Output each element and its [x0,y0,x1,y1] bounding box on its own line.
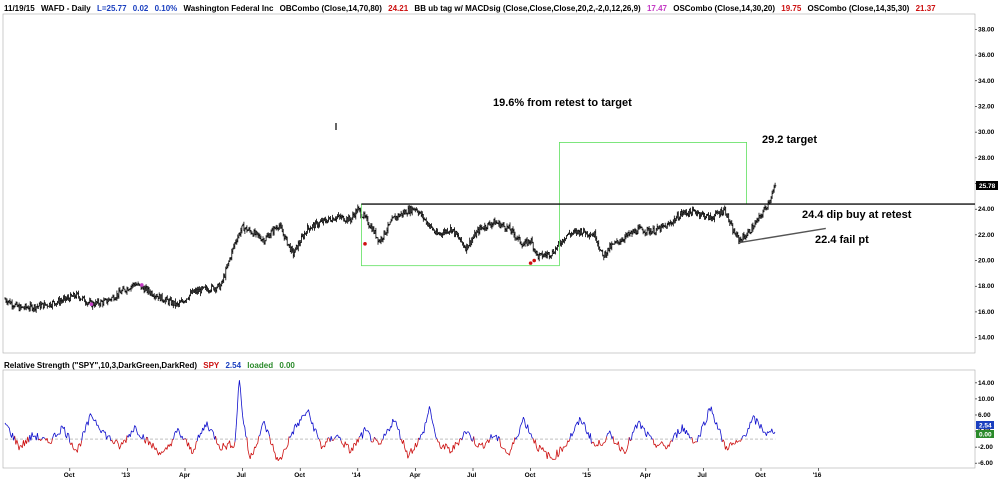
price-y-tick: 16.00 [978,309,995,316]
x-tick-label: '15 [582,472,591,479]
price-bars [4,182,777,313]
rs-line-positive [4,380,776,444]
header-change: 0.02 [132,4,149,13]
price-marker-2 [363,242,367,246]
price-marker-0 [89,302,94,307]
header-symbol: WAFD - Daily [40,4,91,13]
price-y-tick: 30.00 [978,129,995,136]
target-box [559,142,748,205]
x-tick-label: Oct [64,472,76,479]
price-y-tick: 18.00 [978,283,995,290]
fail-annotation: 22.4 fail pt [815,234,869,246]
header-last: L=25.77 [96,4,127,13]
header-ind4-name: OSCombo (Close,14,35,30) [807,4,910,13]
x-tick-label: Jul [467,472,477,479]
price-y-tick: 24.00 [978,206,995,213]
pct-annotation: 19.6% from retest to target [493,97,632,109]
price-y-tick: 32.00 [978,103,995,110]
dip-annotation: 24.4 dip buy at retest [802,209,912,221]
rs-y-tick: -6.00 [978,460,993,467]
price-marker-4 [532,258,536,263]
x-tick-label: Oct [294,472,306,479]
x-tick-label: Jul [237,472,247,479]
indicator-name: Relative Strength ("SPY",10,3,DarkGreen,… [4,361,197,370]
rs-badge-blue [976,421,994,429]
target-annotation: 29.2 target [762,134,817,146]
x-tick-label: Oct [525,472,537,479]
x-tick-label: '13 [121,472,130,479]
fail-line [739,227,826,244]
x-tick-label: Jul [697,472,707,479]
rs-badge-green-label: 0.00 [979,432,992,439]
price-panel-frame [2,13,976,354]
range-box [360,203,560,267]
header-ind1-name: OBCombo (Close,14,70,80) [279,4,382,13]
price-series [4,182,777,313]
rs-y-tick: -2.00 [978,444,993,451]
header-ind3-name: OSCombo (Close,14,30,20) [673,4,776,13]
rs-line-negative [14,435,742,462]
rs-series [4,380,776,462]
price-y-tick: 22.00 [978,232,995,239]
price-y-tick: 38.00 [978,26,995,33]
header-ind2-value: 17.47 [646,4,667,13]
price-annotations [360,142,975,267]
price-y-tick: 20.00 [978,258,995,265]
x-tick-label: Oct [755,472,767,479]
x-tick-label: Apr [640,472,652,479]
last-value-label: 25.78 [979,183,996,190]
header-change-pct: 0.10% [154,4,178,13]
price-marker-1 [140,283,144,287]
header-ind1-value: 24.21 [388,4,409,13]
last-value-badge [976,181,998,190]
rs-y-tick: 10.00 [978,396,995,403]
rs-panel-frame [2,369,976,469]
rs-y-tick: 14.00 [978,380,995,387]
x-tick-label: '14 [352,472,361,479]
x-tick-label: Apr [179,472,191,479]
indicator-spy-label: SPY [203,361,220,370]
header-ind3-value: 19.75 [781,4,802,13]
indicator-spy-value: 2.54 [225,361,242,370]
price-y-tick: 28.00 [978,155,995,162]
header-ind2-name: BB ub tag w/ MACDsig (Close,Close,Close,… [414,4,641,13]
indicator-header: Relative Strength ("SPY",10,3,DarkGreen,… [4,361,299,370]
x-axis: Oct '13 Apr Jul Oct '14 Apr Jul Oct '15 Apr Jul Oct '… [64,468,822,479]
x-tick-label: Apr [409,472,421,479]
price-marker-3 [528,261,533,265]
indicator-loaded-value: 0.00 [279,361,295,370]
rs-badge-green [976,430,994,438]
rs-y-tick: 6.00 [978,412,991,419]
header-company: Washington Federal Inc [183,4,274,13]
price-y-tick: 36.00 [978,52,995,59]
price-y-tick: 14.00 [978,335,995,342]
chart-header: 11/19/15 WAFD - Daily L=25.77 0.02 0.10%… [4,4,940,13]
x-tick-label: '16 [813,472,822,479]
header-ind4-value: 21.37 [915,4,936,13]
rs-badge-blue-label: 2.54 [979,423,992,430]
price-y-tick: 34.00 [978,78,995,85]
header-date: 11/19/15 [4,4,35,13]
indicator-loaded-label: loaded [247,361,274,370]
